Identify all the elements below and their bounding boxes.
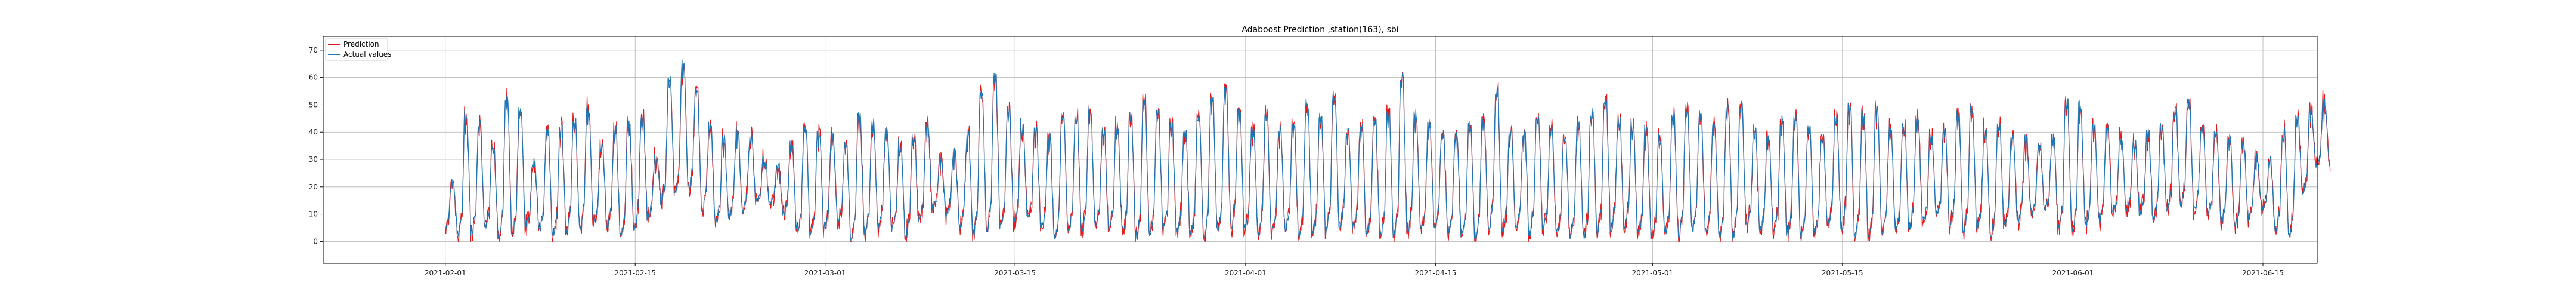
x-tick-label: 2021-05-15 bbox=[1822, 269, 1863, 277]
x-tick-label: 2021-03-01 bbox=[804, 269, 846, 277]
legend: Prediction Actual values bbox=[325, 38, 391, 61]
y-tick-label: 50 bbox=[309, 100, 318, 109]
x-tick-label: 2021-02-15 bbox=[614, 269, 656, 277]
series-group bbox=[445, 59, 2331, 242]
y-axis: 0 10 20 30 40 50 60 70 bbox=[309, 46, 323, 245]
x-tick-label: 2021-06-15 bbox=[2242, 269, 2284, 277]
legend-box bbox=[325, 38, 388, 61]
legend-label-actual: Actual values bbox=[343, 50, 391, 59]
x-axis: 2021-02-01 2021-02-15 2021-03-01 2021-03-15… bbox=[425, 263, 2284, 277]
x-tick-label: 2021-04-01 bbox=[1225, 269, 1267, 277]
series-line-actual-values bbox=[445, 59, 2331, 242]
y-tick-label: 0 bbox=[313, 237, 318, 245]
plot-frame bbox=[323, 36, 2318, 264]
x-tick-label: 2021-03-15 bbox=[994, 269, 1036, 277]
y-tick-label: 60 bbox=[309, 73, 318, 82]
y-tick-label: 10 bbox=[309, 210, 318, 219]
y-tick-label: 20 bbox=[309, 183, 318, 191]
x-tick-label: 2021-05-01 bbox=[1631, 269, 1673, 277]
y-tick-label: 40 bbox=[309, 128, 318, 136]
x-tick-label: 2021-02-01 bbox=[425, 269, 466, 277]
y-tick-label: 70 bbox=[309, 46, 318, 54]
chart-title: Adaboost Prediction ,station(163), sbi bbox=[1241, 25, 1398, 35]
y-tick-label: 30 bbox=[309, 155, 318, 164]
legend-label-prediction: Prediction bbox=[343, 40, 379, 48]
x-tick-label: 2021-04-15 bbox=[1414, 269, 1456, 277]
x-tick-label: 2021-06-01 bbox=[2052, 269, 2094, 277]
